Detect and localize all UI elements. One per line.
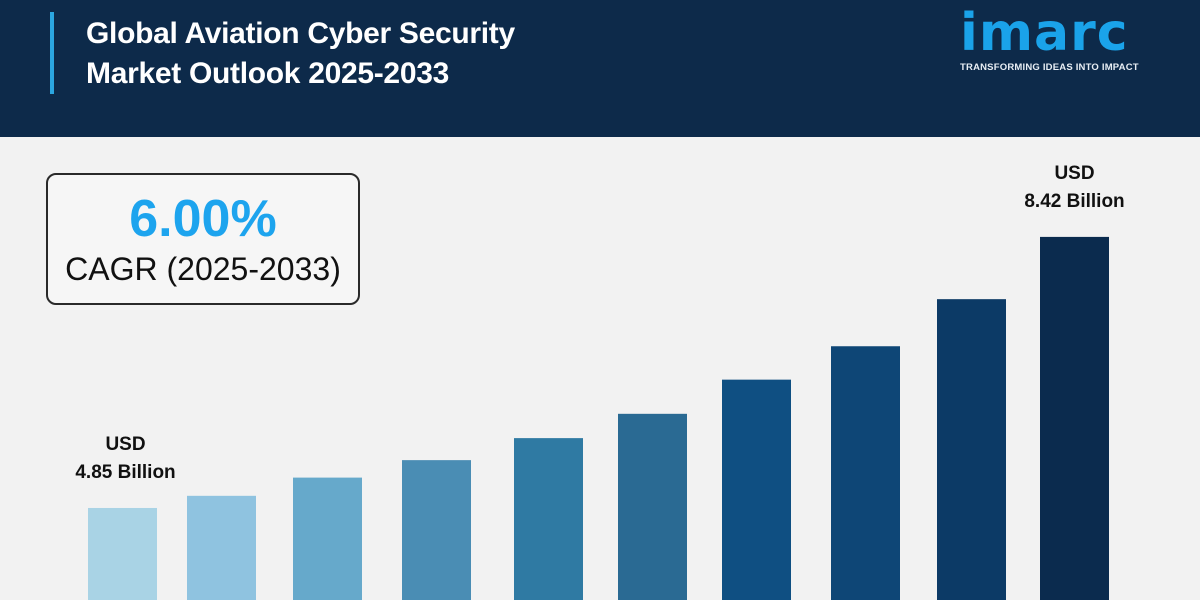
bar-4 <box>514 438 583 600</box>
bar-1 <box>187 495 256 600</box>
cagr-value: 6.00% <box>129 190 277 248</box>
title-line-2: Market Outlook 2025-2033 <box>86 57 449 90</box>
cagr-box: 6.00% CAGR (2025-2033) <box>46 173 360 305</box>
header-banner: Global Aviation Cyber Security Market Ou… <box>0 0 1200 137</box>
data-label-line2: 8.42 Billion <box>1024 191 1124 212</box>
title-line-1: Global Aviation Cyber Security <box>86 17 515 50</box>
data-label-line2: 4.85 Billion <box>75 462 175 483</box>
bar-0 <box>88 507 157 600</box>
bar-6 <box>722 379 791 600</box>
bar-9 <box>1040 236 1109 600</box>
bar-2 <box>293 477 362 600</box>
imarc-logo: imarc TRANSFORMING IDEAS INTO IMPACT <box>960 6 1175 73</box>
logo-tagline: TRANSFORMING IDEAS INTO IMPACT <box>960 62 1139 73</box>
logo-wordmark: imarc <box>960 3 1129 63</box>
data-label-line1: USD <box>1054 163 1094 184</box>
data-label-line1: USD <box>105 434 145 455</box>
cagr-label: CAGR (2025-2033) <box>65 251 341 287</box>
bar-5 <box>618 413 687 600</box>
page-title: Global Aviation Cyber Security Market Ou… <box>86 14 515 94</box>
bar-3 <box>402 460 471 600</box>
bar-7 <box>831 346 900 600</box>
title-accent-bar <box>50 12 54 94</box>
bar-8 <box>937 299 1006 600</box>
